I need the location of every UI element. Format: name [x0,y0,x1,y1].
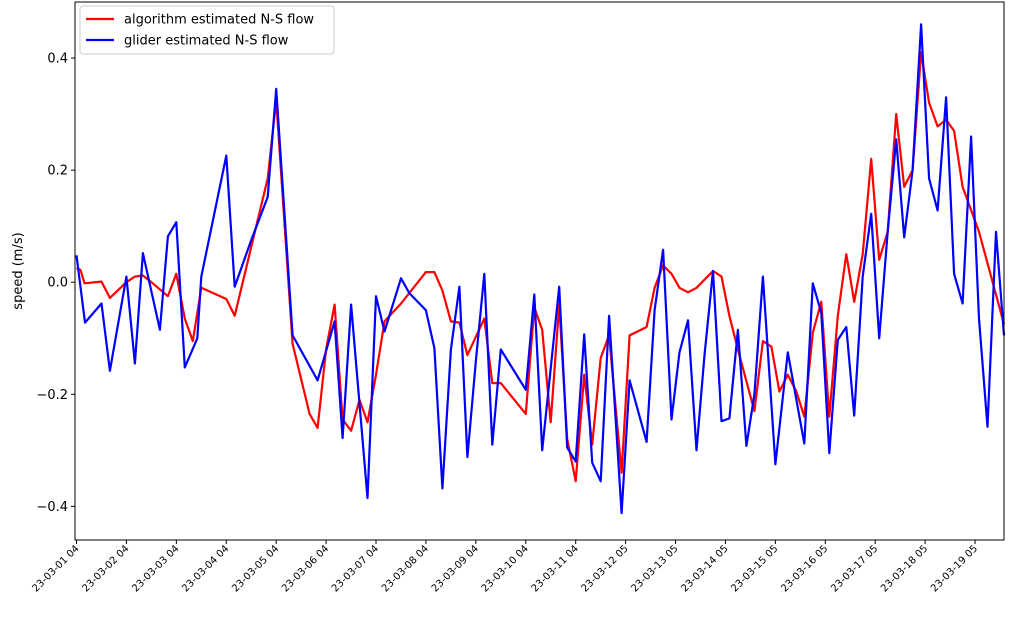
x-tick-label: 23-03-11 04 [530,543,581,594]
y-tick-label: −0.4 [36,500,68,515]
y-tick-label: 0.4 [47,52,68,67]
x-tick-label: 23-03-02 04 [80,543,131,594]
x-tick-label: 23-03-18 05 [879,543,930,594]
plot-area [75,2,1004,540]
y-axis: −0.4 −0.2 0.0 0.2 0.4 [36,52,75,515]
x-tick-label: 23-03-16 05 [779,543,830,594]
series-layer [75,23,1006,515]
x-tick-label: 23-03-15 05 [729,543,780,594]
x-tick-label: 23-03-04 04 [180,543,231,594]
y-tick-label: −0.2 [36,388,68,403]
x-tick-label: 23-03-14 05 [679,543,730,594]
x-tick-label: 23-03-10 04 [480,543,531,594]
series-line-glider [75,23,1006,515]
x-tick-label: 23-03-13 05 [630,543,681,594]
x-tick-label: 23-03-07 04 [330,543,381,594]
plot-frame [74,1,1005,541]
legend-label-glider: glider estimated N-S flow [124,34,289,49]
x-tick-label: 23-03-05 04 [230,543,281,594]
y-tick-label: 0.2 [47,164,68,179]
x-tick-label: 23-03-03 04 [130,543,181,594]
x-tick-label: 23-03-01 04 [30,543,81,594]
x-tick-label: 23-03-09 04 [430,543,481,594]
x-tick-label: 23-03-08 04 [380,543,431,594]
x-tick-label: 23-03-19 05 [929,543,980,594]
legend: algorithm estimated N-S flow glider esti… [79,5,335,55]
x-tick-label: 23-03-12 05 [580,543,631,594]
y-axis-label: speed (m/s) [11,232,26,309]
y-tick-label: 0.0 [47,276,68,291]
series-line-algorithm [76,51,1006,483]
legend-label-algorithm: algorithm estimated N-S flow [124,13,314,28]
x-tick-label: 23-03-06 04 [280,543,331,594]
legend-box [79,5,335,55]
x-tick-label: 23-03-17 05 [829,543,880,594]
